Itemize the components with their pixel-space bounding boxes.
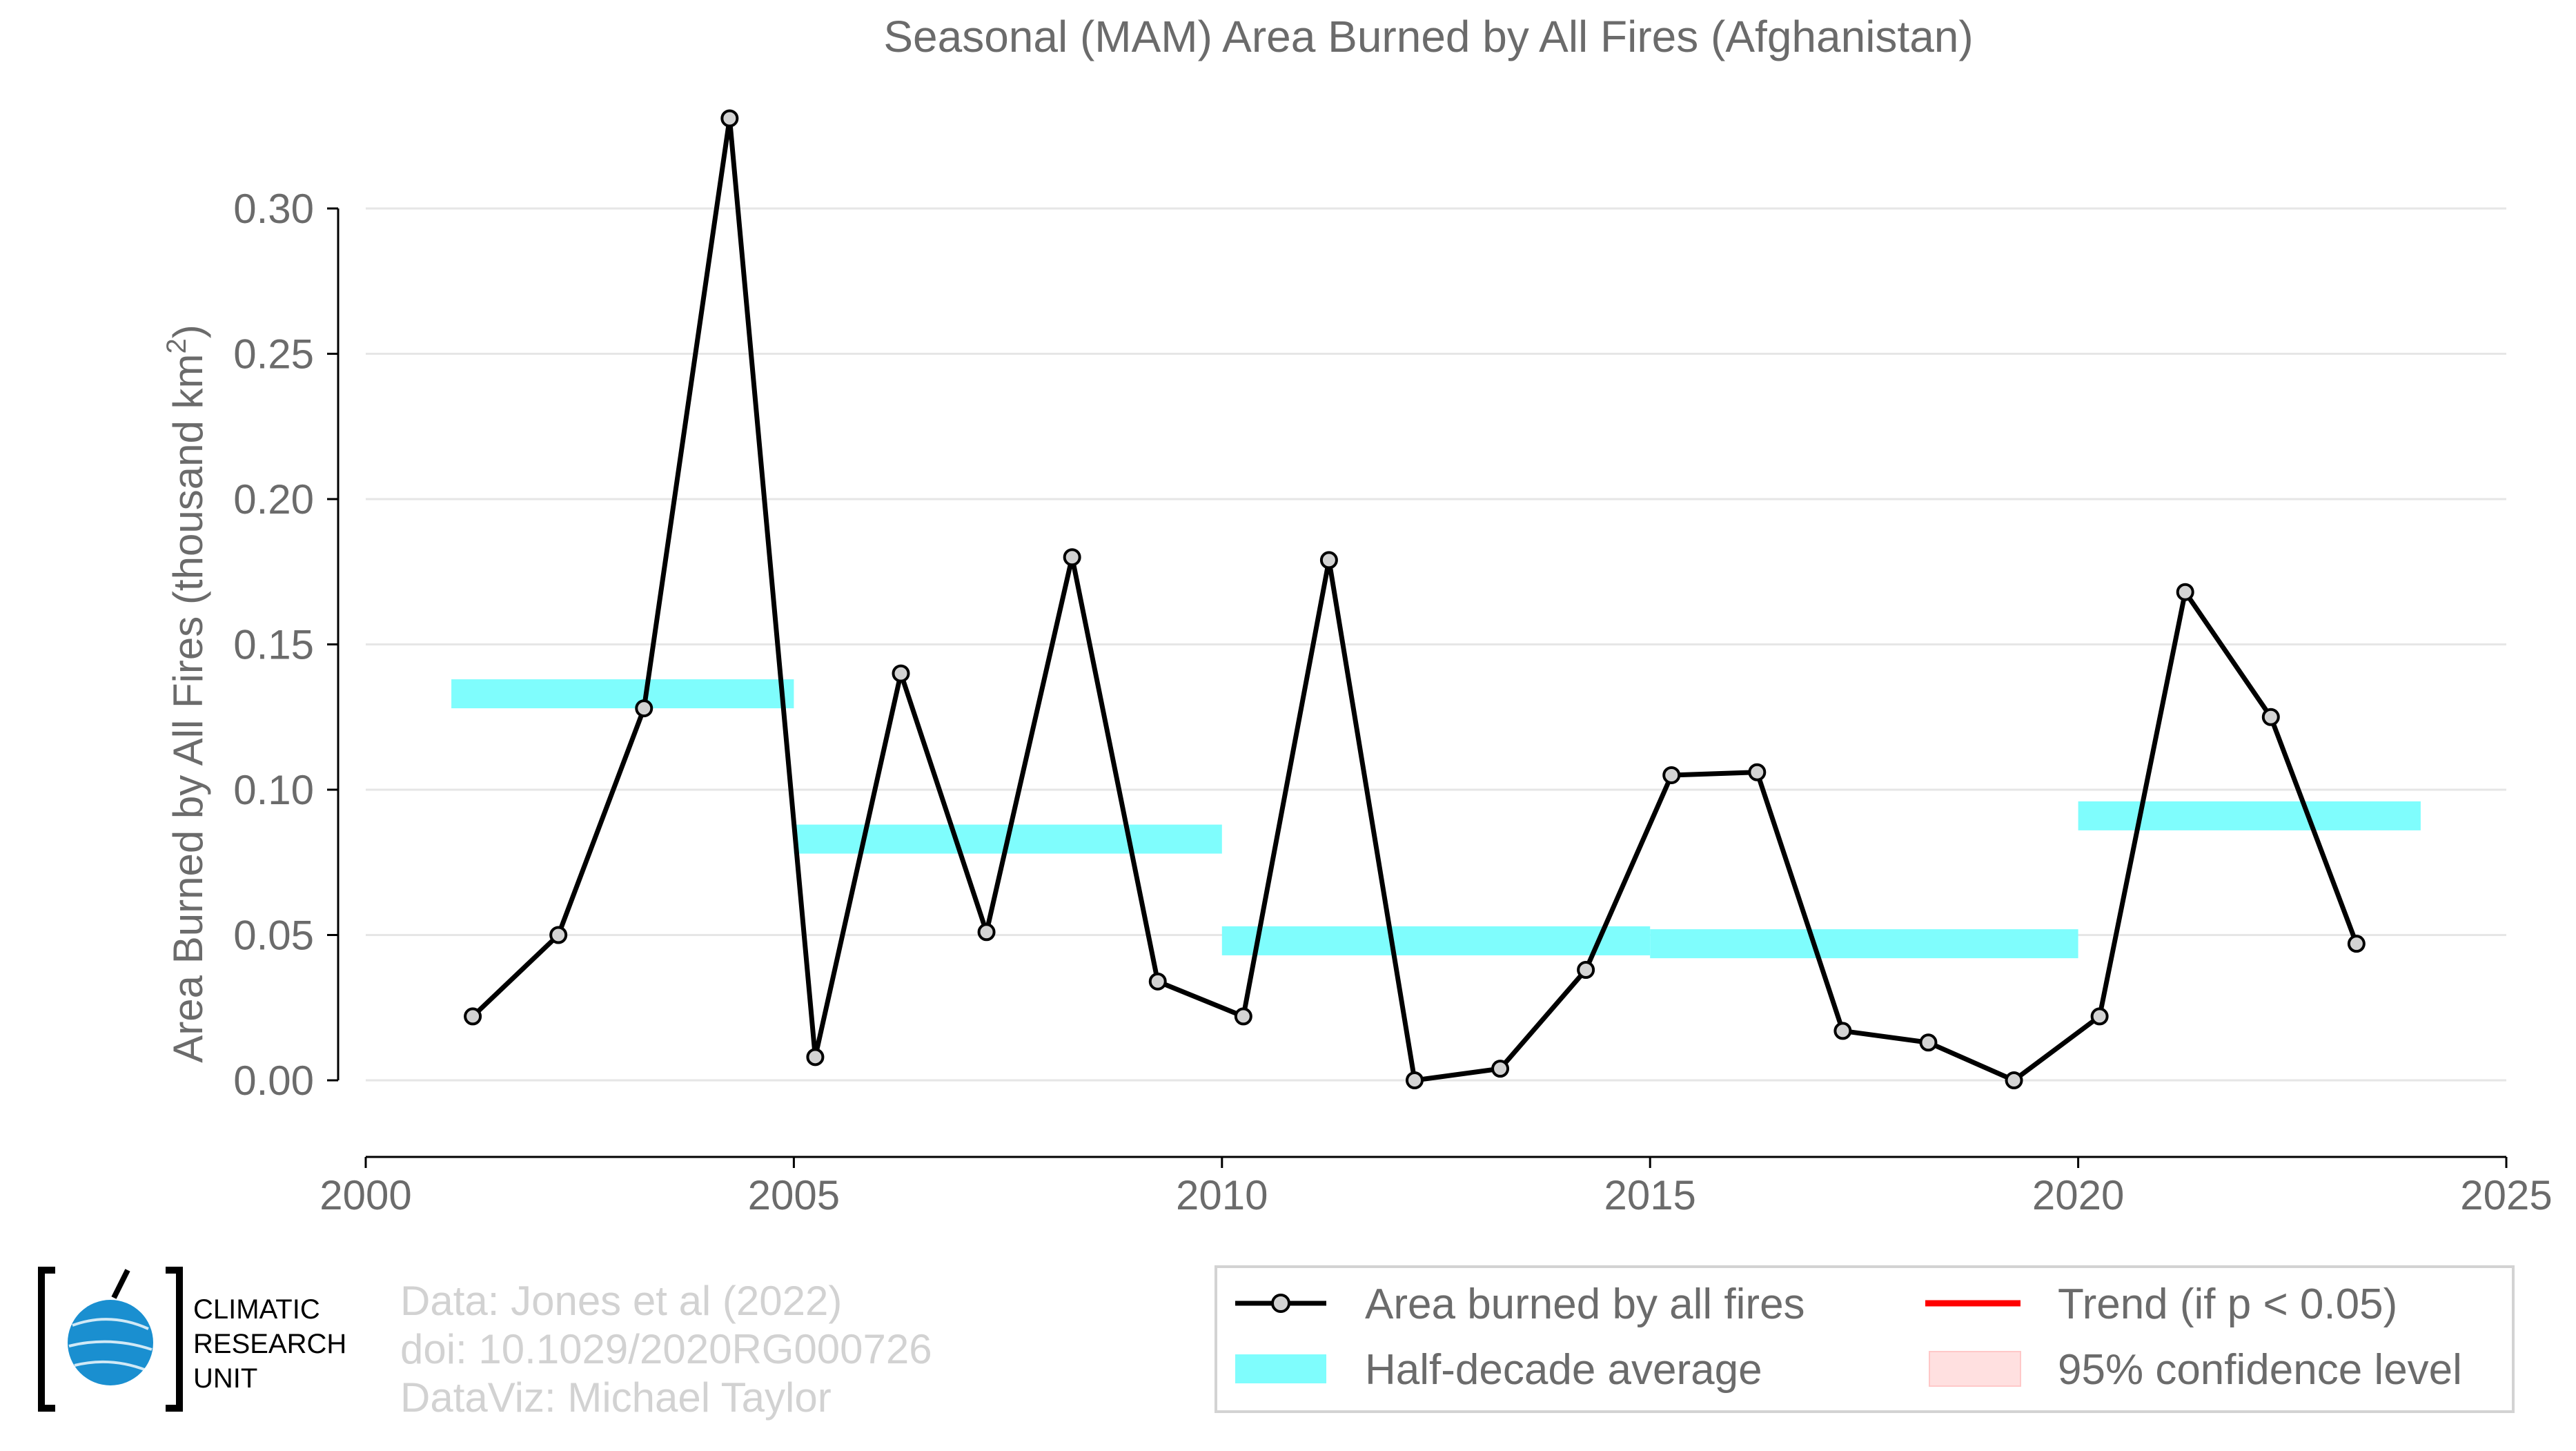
series-area-burned bbox=[464, 109, 2366, 1089]
half-decade-average-bar bbox=[451, 679, 794, 709]
logo-text-climatic: CLIMATIC bbox=[193, 1294, 320, 1325]
chart-title: Seasonal (MAM) Area Burned by All Fires … bbox=[883, 12, 1973, 61]
data-point bbox=[1319, 551, 1338, 569]
legend-label-confidence: 95% confidence level bbox=[2058, 1346, 2462, 1394]
data-point bbox=[720, 109, 739, 128]
legend: Area burned by all fires Trend (if p < 0… bbox=[1215, 1265, 2515, 1413]
logo-slash bbox=[111, 1269, 130, 1299]
half-decade-average-bar bbox=[1221, 926, 1651, 955]
x-tick-label: 2005 bbox=[748, 1172, 840, 1218]
logo-text-unit: UNIT bbox=[193, 1363, 257, 1394]
data-point bbox=[1577, 961, 1595, 980]
data-point bbox=[549, 926, 568, 944]
credit-doi: doi: 10.1029/2020RG000726 bbox=[400, 1326, 932, 1372]
legend-label-area: Area burned by all fires bbox=[1365, 1280, 1805, 1328]
y-tick-label: 0.10 bbox=[233, 767, 314, 813]
data-point bbox=[1919, 1033, 1938, 1052]
y-tick-label: 0.05 bbox=[233, 913, 314, 959]
data-point bbox=[1833, 1022, 1852, 1040]
x-tick-label: 2015 bbox=[1604, 1172, 1695, 1218]
data-point bbox=[1405, 1071, 1424, 1089]
half-decade-average-bar bbox=[2078, 801, 2421, 830]
legend-swatch-average bbox=[1235, 1354, 1326, 1383]
data-point bbox=[977, 923, 996, 942]
data-point bbox=[2005, 1071, 2023, 1089]
legend-swatch-confidence bbox=[1929, 1351, 2021, 1387]
data-point bbox=[1748, 763, 1767, 781]
cru-logo: CLIMATIC RESEARCH UNIT bbox=[38, 1267, 346, 1412]
credit-dataviz: DataViz: Michael Taylor bbox=[400, 1374, 832, 1421]
logo-bracket-left bbox=[38, 1267, 55, 1412]
x-axis-ticks: 2000 2005 2010 2015 2020 2025 bbox=[319, 1157, 2553, 1218]
data-point bbox=[2176, 583, 2194, 601]
data-point bbox=[464, 1007, 482, 1026]
y-tick-label: 0.25 bbox=[233, 331, 314, 378]
x-tick-label: 2020 bbox=[2032, 1172, 2124, 1218]
y-tick-label: 0.30 bbox=[233, 186, 314, 232]
data-point bbox=[1234, 1007, 1252, 1026]
data-point bbox=[1063, 548, 1081, 567]
data-point bbox=[635, 699, 653, 718]
half-decade-average-bars bbox=[451, 679, 2421, 959]
y-axis-ticks: 0.00 0.05 0.10 0.15 0.20 0.25 0.30 bbox=[233, 186, 338, 1104]
logo-text-research: RESEARCH bbox=[193, 1329, 346, 1359]
y-tick-label: 0.15 bbox=[233, 622, 314, 668]
half-decade-average-bar bbox=[1650, 929, 2078, 959]
x-tick-label: 2025 bbox=[2460, 1172, 2552, 1218]
legend-marker-area bbox=[1271, 1294, 1290, 1313]
data-point bbox=[892, 664, 910, 683]
legend-label-trend: Trend (if p < 0.05) bbox=[2058, 1280, 2397, 1328]
logo-bracket-right bbox=[166, 1267, 183, 1412]
data-point bbox=[1662, 766, 1681, 784]
credit-data: Data: Jones et al (2022) bbox=[400, 1278, 842, 1324]
y-axis-label: Area Burned by All Fires (thousand km2) bbox=[161, 324, 211, 1062]
x-tick-label: 2010 bbox=[1176, 1172, 1268, 1218]
data-point bbox=[2090, 1007, 2109, 1026]
x-tick-label: 2000 bbox=[319, 1172, 411, 1218]
data-point bbox=[2347, 935, 2366, 953]
y-tick-label: 0.20 bbox=[233, 476, 314, 523]
data-point bbox=[806, 1048, 825, 1067]
y-tick-label: 0.00 bbox=[233, 1058, 314, 1104]
legend-box bbox=[1215, 1265, 2515, 1413]
data-point bbox=[2261, 708, 2280, 726]
legend-label-average: Half-decade average bbox=[1365, 1346, 1762, 1394]
data-point bbox=[1491, 1060, 1510, 1078]
gridlines bbox=[366, 207, 2506, 1082]
data-point bbox=[1148, 972, 1167, 991]
globe-lines bbox=[68, 1318, 153, 1372]
